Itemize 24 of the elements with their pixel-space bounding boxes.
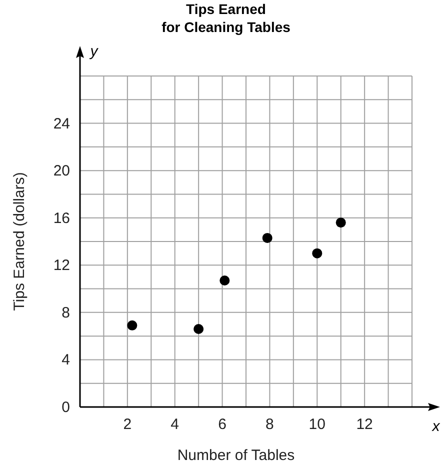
y-tick-label: 24 (53, 115, 70, 132)
y-axis-title: Tips Earned (dollars) (11, 172, 28, 311)
x-tick-label: 4 (170, 416, 180, 433)
y-tick-label: 12 (53, 257, 70, 274)
y-tick-label: 4 (62, 352, 70, 369)
x-axis-title: Number of Tables (177, 447, 295, 464)
point (127, 320, 138, 330)
x-tick-label: 10 (308, 416, 326, 433)
x-tick-label: 8 (266, 416, 274, 433)
y-tick-label: 8 (62, 304, 70, 322)
y-tick-label: 20 (53, 162, 70, 180)
point (194, 324, 204, 334)
y-tick-label: 16 (53, 210, 70, 227)
x-tick-label: 12 (356, 416, 373, 433)
point (220, 276, 230, 286)
point (262, 232, 272, 243)
text: x (431, 418, 440, 435)
x-tick-label: 6 (218, 416, 226, 433)
chart-title: Tips Earned for Cleaning Tables (162, 1, 291, 35)
x-tick-label: 2 (123, 416, 132, 433)
point (336, 218, 346, 228)
y-tick-label: 0 (62, 399, 70, 416)
point (312, 248, 322, 258)
text: y (89, 43, 100, 60)
